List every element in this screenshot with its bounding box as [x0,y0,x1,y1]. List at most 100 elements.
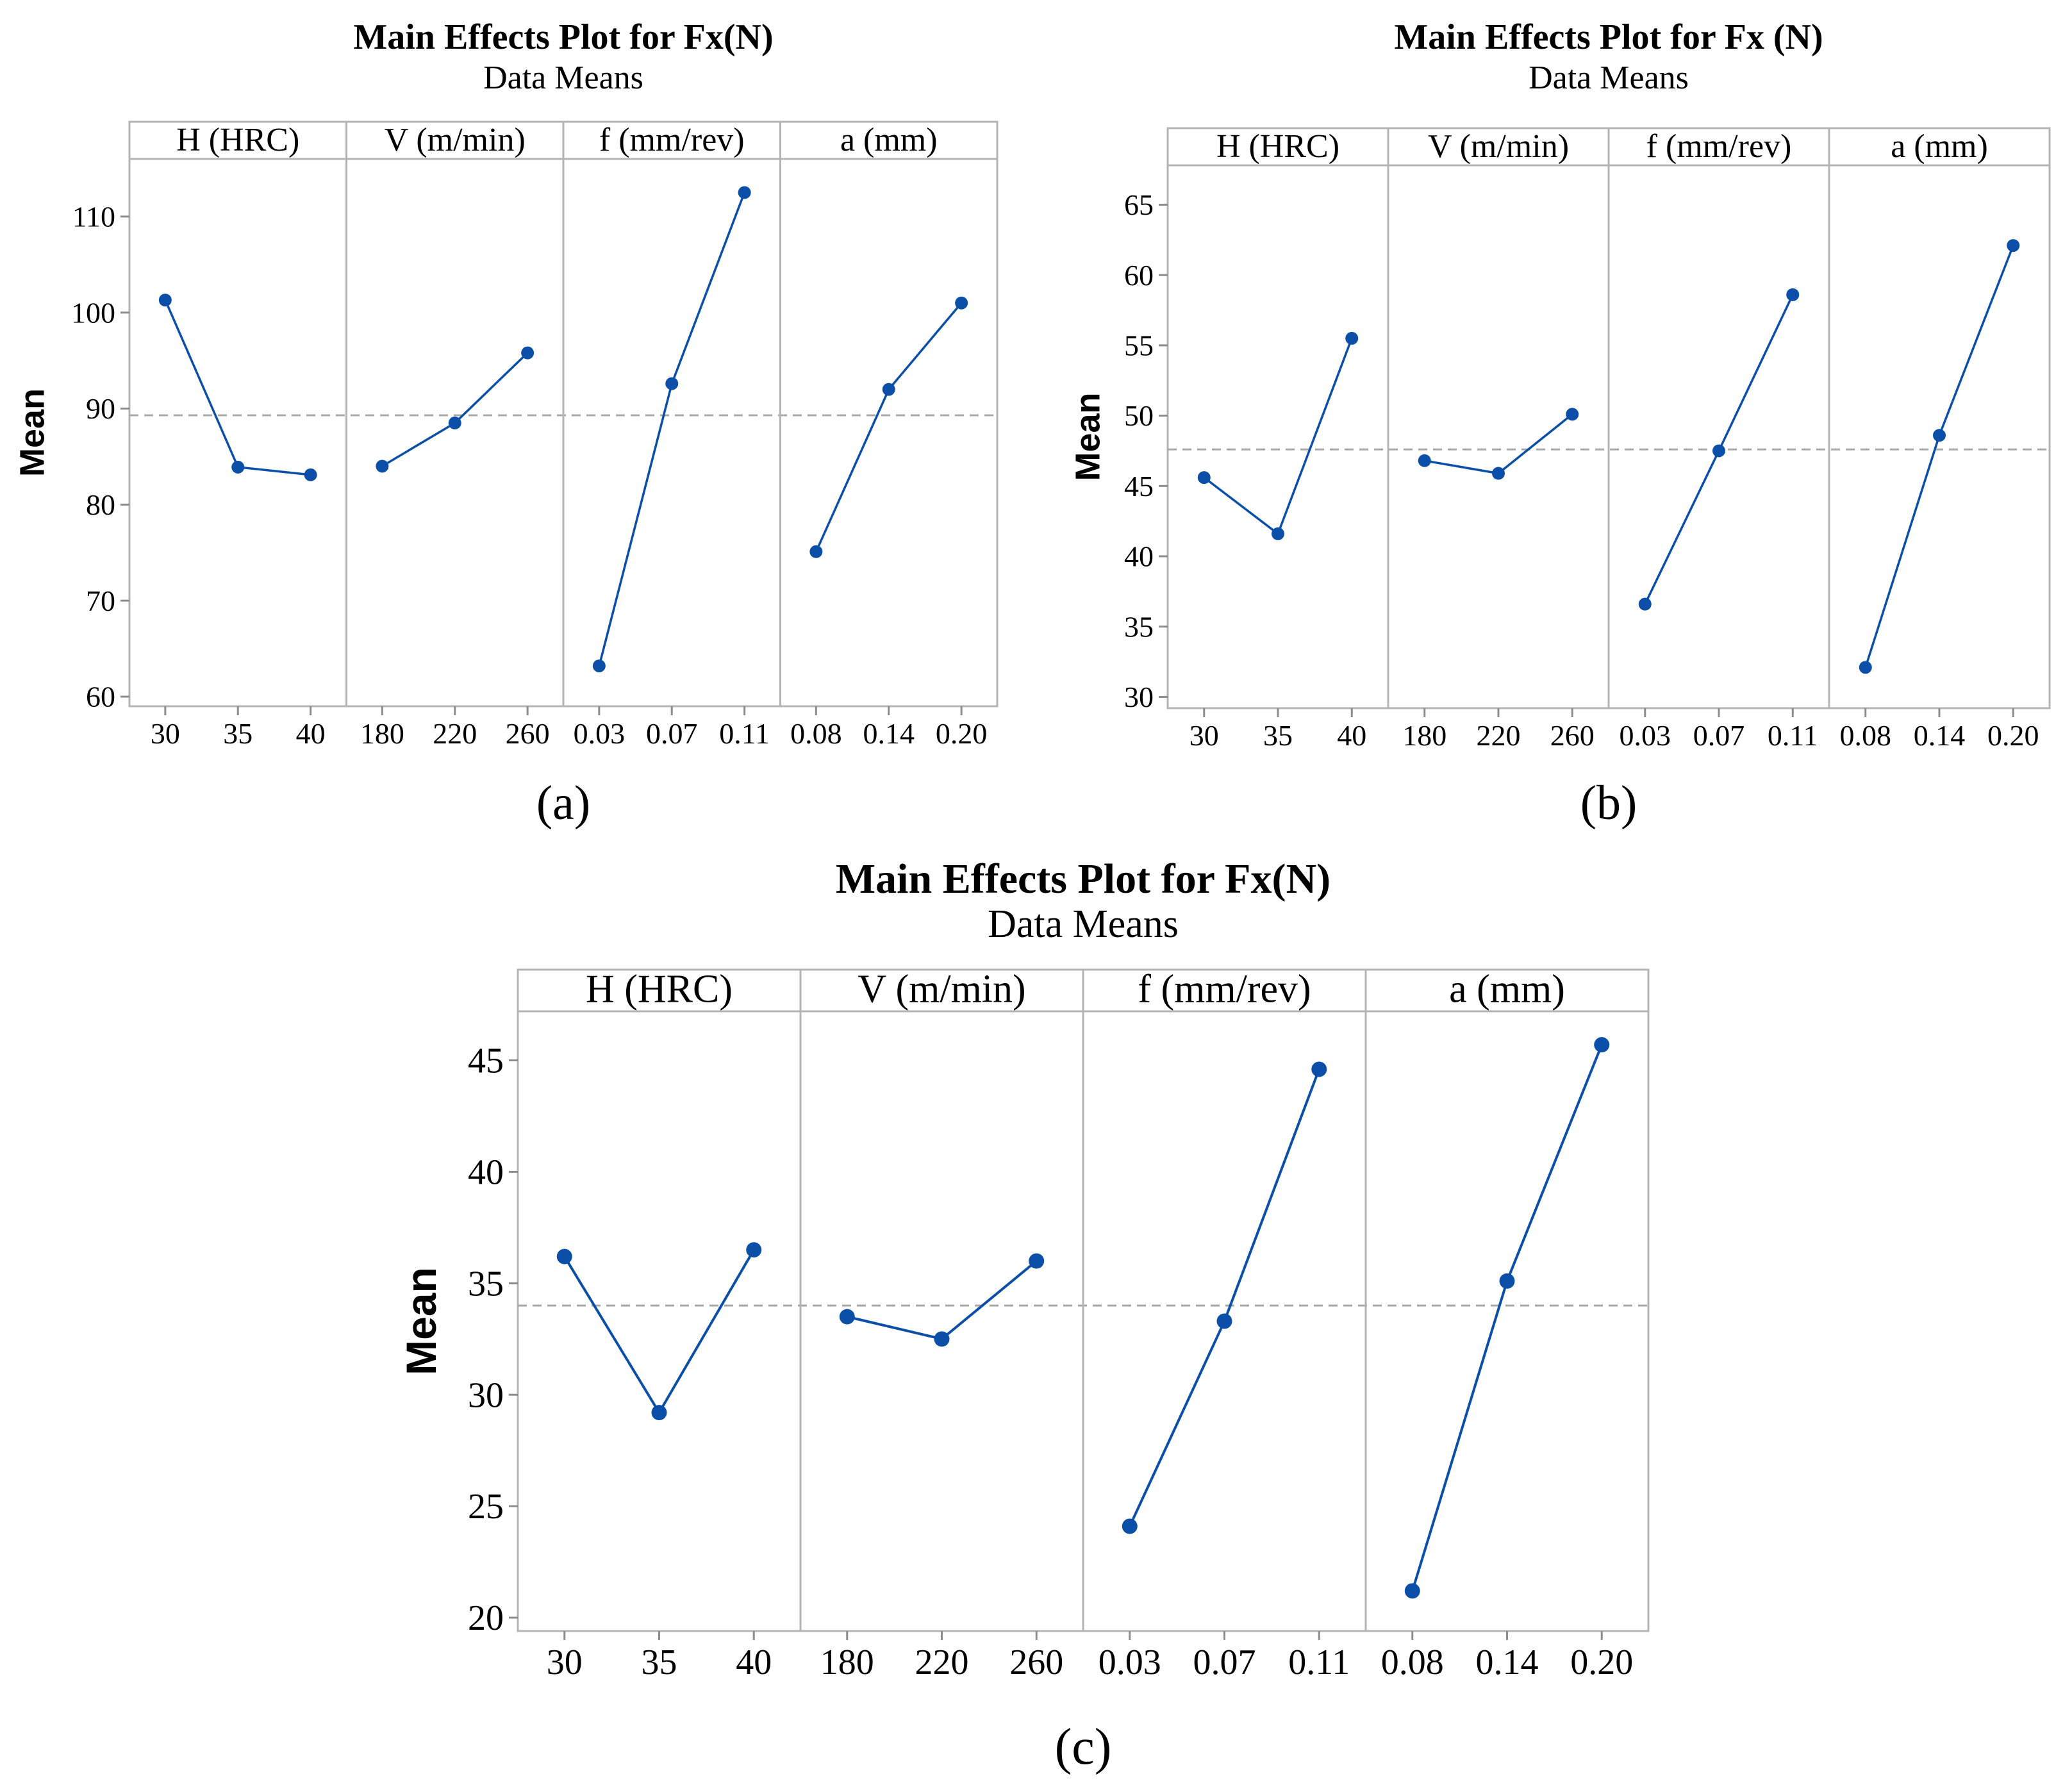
panel-header: f (mm/rev) [1646,128,1792,165]
series-line [598,192,746,667]
x-tick-label: 180 [360,717,404,750]
y-tick-label: 110 [72,201,115,233]
data-point [809,545,823,558]
data-point [1859,661,1872,674]
x-tick-label: 0.14 [1476,1643,1539,1682]
x-tick-label: 0.03 [574,717,626,750]
y-tick-label: 50 [1124,399,1154,432]
x-tick-label: 0.03 [1098,1643,1161,1682]
x-tick-label: 30 [547,1643,583,1682]
series-line [1864,245,2014,668]
x-tick-label: 35 [642,1643,677,1682]
data-point [231,460,245,474]
panel-header: f (mm/rev) [1138,968,1311,1011]
data-point [1933,429,1946,442]
x-tick-label: 0.07 [1193,1643,1256,1682]
data-point [556,1248,572,1264]
y-axis-label: Mean [397,1267,445,1375]
series-line [381,352,529,467]
x-tick-label: 0.03 [1620,719,1671,752]
data-point [448,417,461,430]
x-tick-label: 35 [223,717,253,750]
series-line [847,1260,1038,1341]
data-point [521,346,535,360]
x-tick-label: 260 [1550,719,1595,752]
x-tick-label: 220 [1477,719,1521,752]
data-point [934,1331,950,1347]
x-tick-label: 180 [820,1643,874,1682]
x-tick-label: 0.14 [863,717,915,750]
data-point [1122,1518,1138,1534]
x-tick-label: 0.11 [1288,1643,1350,1682]
y-tick-label: 40 [468,1152,504,1192]
data-point [665,377,679,390]
y-tick-label: 45 [1124,470,1154,502]
y-tick-label: 65 [1124,188,1154,221]
x-tick-label: 35 [1263,719,1293,752]
x-tick-label: 30 [1189,719,1219,752]
x-tick-label: 0.14 [1914,719,1966,752]
x-tick-label: 0.20 [1987,719,2039,752]
y-tick-label: 35 [1124,610,1154,643]
series-line [1424,413,1573,475]
chart-a: Main Effects Plot for Fx(N)Data Means 60 7… [13,17,999,830]
x-tick-label: 0.07 [1693,719,1745,752]
x-tick-label: 0.08 [1381,1643,1444,1682]
panel-header: a (mm) [1891,128,1988,165]
y-tick-label: 35 [468,1264,504,1304]
x-tick-label: 0.20 [1570,1643,1633,1682]
data-point [1272,527,1284,540]
chart-caption: (a) [536,776,590,830]
x-tick-label: 0.08 [1840,719,1892,752]
chart-subtitle: Data Means [483,60,643,96]
data-point [839,1309,855,1325]
data-point [1492,467,1505,480]
chart-title: Main Effects Plot for Fx(N) [836,856,1330,902]
y-tick-label: 60 [1124,259,1154,292]
x-tick-label: 0.20 [936,717,988,750]
y-axis-label: Mean [13,388,52,477]
data-point [158,294,172,307]
y-tick-label: 30 [1124,681,1154,713]
chart-b: Main Effects Plot for Fx (N)Data Means 30… [1069,17,2051,830]
y-tick-label: 40 [1124,540,1154,573]
panel-1: H (HRC) 30 35 40 [151,122,326,750]
data-point [1712,444,1725,458]
data-point [1029,1253,1045,1269]
x-tick-label: 40 [736,1643,772,1682]
y-tick-label: 20 [468,1598,504,1638]
data-point [1197,471,1211,485]
series-line [1128,1068,1321,1527]
x-tick-label: 30 [151,717,180,750]
data-point [2007,239,2020,253]
y-tick-label: 45 [468,1041,504,1081]
x-tick-label: 180 [1402,719,1446,752]
data-point [1638,597,1652,611]
panel-3: f (mm/rev) 0.03 0.07 0.11 [1607,128,1818,752]
panel-header: V (m/min) [1428,128,1569,165]
data-point [1594,1037,1610,1053]
chart-caption: (b) [1580,776,1637,830]
data-point [651,1405,667,1421]
panel-3: f (mm/rev) 0.03 0.07 0.11 [562,122,770,750]
panel-header: a (mm) [1449,968,1565,1011]
panel-1: H (HRC) 30 35 40 [1189,128,1366,752]
x-tick-label: 40 [1337,719,1366,752]
x-tick-label: 0.07 [646,717,698,750]
chart-subtitle: Data Means [988,902,1179,946]
y-tick-label: 30 [468,1375,504,1415]
chart-title: Main Effects Plot for Fx(N) [353,17,773,57]
panel-4: a (mm) 0.08 0.14 0.20 [779,122,988,750]
data-point [746,1242,762,1258]
data-point [738,186,751,199]
panel-2: V (m/min) 180 220 260 [799,968,1063,1682]
panel-header: V (m/min) [385,122,526,158]
y-tick-label: 100 [71,296,115,329]
data-point [1216,1313,1232,1329]
y-tick-label: 55 [1124,329,1154,362]
data-point [955,296,968,310]
x-tick-label: 220 [915,1643,969,1682]
data-point [376,460,389,473]
panel-4: a (mm) 0.08 0.14 0.20 [1828,128,2039,752]
